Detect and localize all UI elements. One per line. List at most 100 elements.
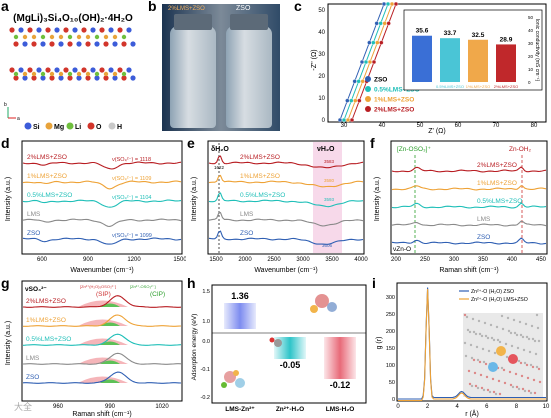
spectrum-curve <box>208 192 364 208</box>
atom <box>40 71 46 77</box>
nyquist-point <box>375 40 380 45</box>
md-ion <box>496 346 506 356</box>
x-tick: 70 <box>493 123 500 129</box>
md-atom <box>468 330 472 334</box>
md-atom <box>474 384 478 388</box>
md-atom <box>519 361 523 365</box>
curve-label: 1%LMS+ZSO <box>477 180 517 187</box>
panel-a: a (MgLi)₃Si₄O₁₀(OH)₂·4H₂O b a Si Mg Li O H <box>0 0 142 135</box>
md-atom <box>533 391 537 395</box>
md-atom <box>473 371 477 375</box>
legend-dot-Mg <box>45 122 53 130</box>
spectrum-curve <box>391 220 547 227</box>
legend-label-Si: Si <box>33 124 40 131</box>
atom <box>72 67 78 73</box>
atom <box>94 34 100 40</box>
x-axis-label: Wavenumber (cm⁻¹) <box>254 267 317 274</box>
md-atom <box>515 333 519 337</box>
md-atom <box>515 385 519 389</box>
legend: ZSO 0.5%LMS+ZSO 1%LMS+ZSO 2%LMS+ZSO <box>365 76 420 114</box>
y-tick: 10 <box>318 96 325 102</box>
nyquist-point <box>382 21 387 26</box>
atom <box>9 27 15 33</box>
panel-c-chart: -Z'' (Ω) Z' (Ω) 30 40 50 60 70 8001020304050 … <box>311 1 547 135</box>
atom <box>49 71 55 77</box>
rdf-curve <box>398 288 546 402</box>
md-atom <box>529 391 533 395</box>
md-atom <box>490 336 494 340</box>
md-atom <box>482 388 486 392</box>
atom <box>45 67 51 73</box>
atom <box>94 75 100 81</box>
md-atom <box>486 336 490 340</box>
md-atom <box>475 345 479 349</box>
md-atom <box>485 375 489 379</box>
md-atom <box>501 327 505 331</box>
atom <box>58 75 64 81</box>
sip-formula: [Zn²⁺(H₂O)₅OSO₃²⁻] <box>80 284 116 289</box>
atom <box>54 67 60 73</box>
x-tick: 8 <box>515 404 519 410</box>
atom <box>31 34 37 40</box>
y-tick: 30 <box>318 52 325 58</box>
x-tick: 600 <box>37 257 48 263</box>
atom <box>22 71 28 77</box>
atom <box>81 27 87 33</box>
md-atom <box>520 374 524 378</box>
mark-label: 3606 <box>322 243 333 248</box>
y-tick: 0.0 <box>202 339 210 345</box>
x-tick: 40 <box>379 123 386 129</box>
peak-label: ν(SO₄²⁻) = 1099 <box>112 233 152 239</box>
spectrum-curve <box>22 295 182 308</box>
y-axis-label: Intensity (a.u.) <box>191 177 198 221</box>
atom <box>76 71 82 77</box>
nyquist-point <box>367 59 373 65</box>
axis-a-label: a <box>17 116 20 122</box>
atom <box>85 34 91 40</box>
mark-label: 3580 <box>324 178 335 183</box>
legend-label: ZSO <box>374 77 387 84</box>
inset-bar <box>440 38 460 82</box>
legend-label: Zn²⁺-O (H₂O) ZSO <box>471 289 514 295</box>
x-tick: 400 <box>507 257 518 263</box>
legend-label-Li: Li <box>75 124 81 131</box>
nyquist-point <box>379 40 384 45</box>
x-tick: 1200 <box>127 257 141 263</box>
md-atom <box>536 326 540 330</box>
md-atom <box>514 372 518 376</box>
panel-d: d Intensity (a.u.) Wavenumber (cm⁻¹) 2%L… <box>0 137 186 275</box>
md-atom <box>488 390 492 394</box>
jar-right-cap <box>230 14 268 30</box>
nyquist-point <box>349 117 355 123</box>
md-atom <box>478 332 482 336</box>
atom <box>85 75 91 81</box>
legend-dot-Si <box>24 122 32 130</box>
md-atom <box>509 383 513 387</box>
md-atom <box>531 337 535 341</box>
y-axis-label: g (r) <box>376 337 383 350</box>
atom <box>130 75 136 81</box>
md-atom <box>503 381 507 385</box>
x-tick: 250 <box>420 257 431 263</box>
curve-label: 0.5%LMS+ZSO <box>240 192 285 199</box>
inset-bar-value: 33.7 <box>444 30 457 37</box>
x-axis-label: Raman shift (cm⁻¹) <box>72 411 131 418</box>
md-atom <box>493 351 497 355</box>
md-atom <box>498 392 502 396</box>
spectrum-curve <box>391 202 547 209</box>
atom <box>13 41 19 47</box>
md-atom <box>487 349 491 353</box>
panel-g-chart: Intensity (a.u.) Raman shift (cm⁻¹) νSO₄… <box>5 280 183 418</box>
panel-h-label: h <box>187 277 196 291</box>
md-atom <box>523 361 527 365</box>
md-atom <box>474 332 478 336</box>
spectrum-curve <box>208 230 364 245</box>
md-atom <box>535 313 539 317</box>
spectrum-curve <box>208 211 364 227</box>
panel-e-chart: Intensity (a.u.) Wavenumber (cm⁻¹) δH₂O … <box>191 140 368 274</box>
curve-label: 2%LMS+ZSO <box>26 298 66 305</box>
legend-marker <box>365 76 371 82</box>
x-tick: 3500 <box>325 257 339 263</box>
atom <box>67 41 73 47</box>
atom <box>54 27 60 33</box>
